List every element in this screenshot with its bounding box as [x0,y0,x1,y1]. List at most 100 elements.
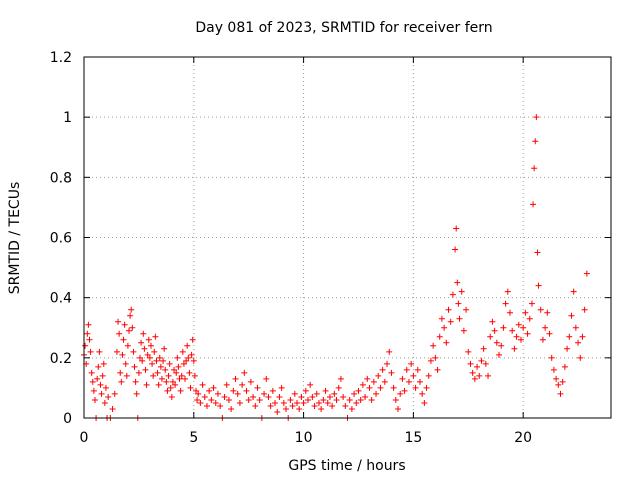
data-point [427,357,434,364]
data-point [143,381,150,388]
data-point [191,372,198,379]
data-point [436,333,443,340]
data-point [441,324,448,331]
data-point [180,360,187,367]
data-point [95,363,102,370]
data-point [364,375,371,382]
data-point [528,300,535,307]
y-axis-label: SRMTID / TECUs [7,182,23,295]
data-point [534,249,541,256]
data-point [416,378,423,385]
y-tick-label: 0.4 [50,291,72,307]
data-point [355,387,362,394]
x-tick-label: 5 [189,430,198,446]
data-point [289,402,296,409]
data-point [572,324,579,331]
data-point [487,333,494,340]
data-point [201,393,208,400]
data-point [513,333,520,340]
data-point [225,396,232,403]
data-point [247,378,254,385]
data-point [337,375,344,382]
data-point [178,372,185,379]
data-point [149,360,156,367]
y-tick-label: 0.6 [50,231,72,247]
data-point [228,405,235,412]
data-point [511,345,518,352]
data-point [82,342,89,349]
data-point [136,354,143,361]
data-point [203,402,210,409]
data-point [568,312,575,319]
data-point [515,321,522,328]
data-point [236,399,243,406]
data-point [324,399,331,406]
data-point [430,342,437,349]
data-point [333,396,340,403]
data-point [520,324,527,331]
data-point [498,342,505,349]
data-point [199,381,206,388]
data-point [559,378,566,385]
data-point [532,138,539,145]
x-axis-label: GPS time / hours [288,458,405,474]
data-point [214,390,221,397]
data-point [390,384,397,391]
data-point [127,312,134,319]
y-tick-label: 1 [63,110,72,126]
data-point [313,390,320,397]
data-point [131,363,138,370]
data-point [234,390,241,397]
data-point [86,336,93,343]
data-point [526,315,533,322]
data-point [469,369,476,376]
data-point [160,357,167,364]
grid [84,57,611,418]
data-point [522,309,529,316]
data-point [122,360,129,367]
data-point [97,381,104,388]
data-point [119,351,126,358]
data-point [322,387,329,394]
data-point [359,381,366,388]
data-point [340,393,347,400]
data-point [173,369,180,376]
data-point [89,378,96,385]
data-point [145,336,152,343]
data-point [223,381,230,388]
data-point [243,387,250,394]
data-point [434,366,441,373]
data-point [432,354,439,361]
data-point [449,291,456,298]
data-point [155,381,162,388]
data-point [509,327,516,334]
data-point [188,351,195,358]
data-point [405,378,412,385]
data-point [445,306,452,313]
data-point [124,342,131,349]
data-point [399,375,406,382]
data-point [156,354,163,361]
data-point [443,339,450,346]
data-point [366,384,373,391]
data-point [454,279,461,286]
data-point [185,354,192,361]
data-point [168,393,175,400]
data-point [564,345,571,352]
data-point [194,396,201,403]
data-point [377,384,384,391]
data-point [118,378,125,385]
data-point [267,402,274,409]
data-point [533,114,540,121]
data-point [113,348,120,355]
data-point [88,369,95,376]
data-point [395,405,402,412]
data-point [351,390,358,397]
data-point [384,360,391,367]
plot-frame [83,56,612,419]
data-point [254,384,261,391]
data-point [581,306,588,313]
data-point [531,165,538,172]
data-point [583,270,590,277]
data-point [309,393,316,400]
